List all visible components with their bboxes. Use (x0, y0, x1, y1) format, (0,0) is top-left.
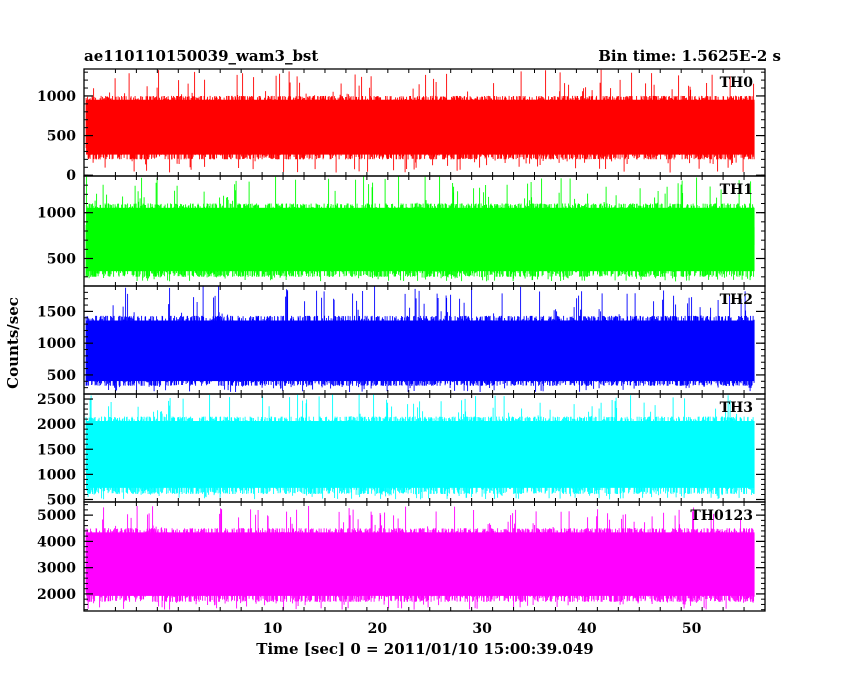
panel-label-th3: TH3 (720, 400, 753, 416)
panel-th0: TH0 0 500 1000 (37, 68, 766, 184)
y-tick-label: 1000 (37, 467, 76, 483)
panel-label-th0: TH0 (720, 75, 754, 91)
panel-frame (83, 501, 766, 612)
y-tick-label: 500 (47, 129, 76, 145)
panel-th3: TH3 500 1000 1500 2000 2500 (37, 392, 766, 508)
y-tick-label: 4000 (37, 534, 76, 550)
x-tick-label: 0 (163, 621, 173, 637)
x-axis-label: Time [sec] 0 = 2011/01/10 15:00:39.049 (256, 640, 593, 658)
y-tick-label: 0 (66, 168, 76, 184)
x-tick-label: 10 (263, 621, 283, 637)
y-tick-label: 500 (47, 368, 76, 384)
x-tick-label: 30 (472, 621, 492, 637)
series-th2 (85, 286, 755, 392)
x-axis: 0 10 20 30 40 50 (163, 621, 702, 637)
y-tick-label: 2500 (37, 392, 76, 408)
panel-label-th1: TH1 (720, 182, 753, 198)
panel-label-th0123: TH0123 (690, 508, 753, 524)
y-tick-label: 1000 (37, 206, 76, 222)
x-tick-label: 50 (682, 621, 702, 637)
x-tick-label: 20 (368, 621, 388, 637)
panels-group: TH0 0 500 1000 TH1 500 1000 TH2 500 1000 1500 TH3 50… (37, 68, 766, 612)
y-tick-label: 5000 (37, 508, 76, 524)
y-tick-label: 2000 (37, 587, 76, 603)
y-axis-label: Counts/sec (4, 297, 22, 389)
chart-subtitle: Bin time: 1.5625E-2 s (598, 47, 781, 65)
y-tick-label: 500 (47, 252, 76, 268)
series-th0 (85, 69, 755, 173)
y-tick-label: 1000 (37, 89, 76, 105)
y-tick-label: 2000 (37, 417, 76, 433)
panel-th1: TH1 500 1000 (37, 175, 766, 287)
y-tick-label: 3000 (37, 561, 76, 577)
series-th1 (85, 176, 755, 282)
chart-title: ae110110150039_wam3_bst (84, 47, 318, 65)
panel-th2: TH2 500 1000 1500 (37, 285, 766, 395)
series-th0123 (85, 506, 755, 610)
y-tick-label: 1500 (37, 304, 76, 320)
panel-th0123: TH0123 2000 3000 4000 5000 (37, 501, 766, 612)
panel-label-th2: TH2 (720, 292, 753, 308)
y-tick-label: 1500 (37, 442, 76, 458)
y-tick-label: 500 (47, 492, 76, 508)
x-tick-label: 40 (577, 621, 597, 637)
y-tick-label: 1000 (37, 336, 76, 352)
